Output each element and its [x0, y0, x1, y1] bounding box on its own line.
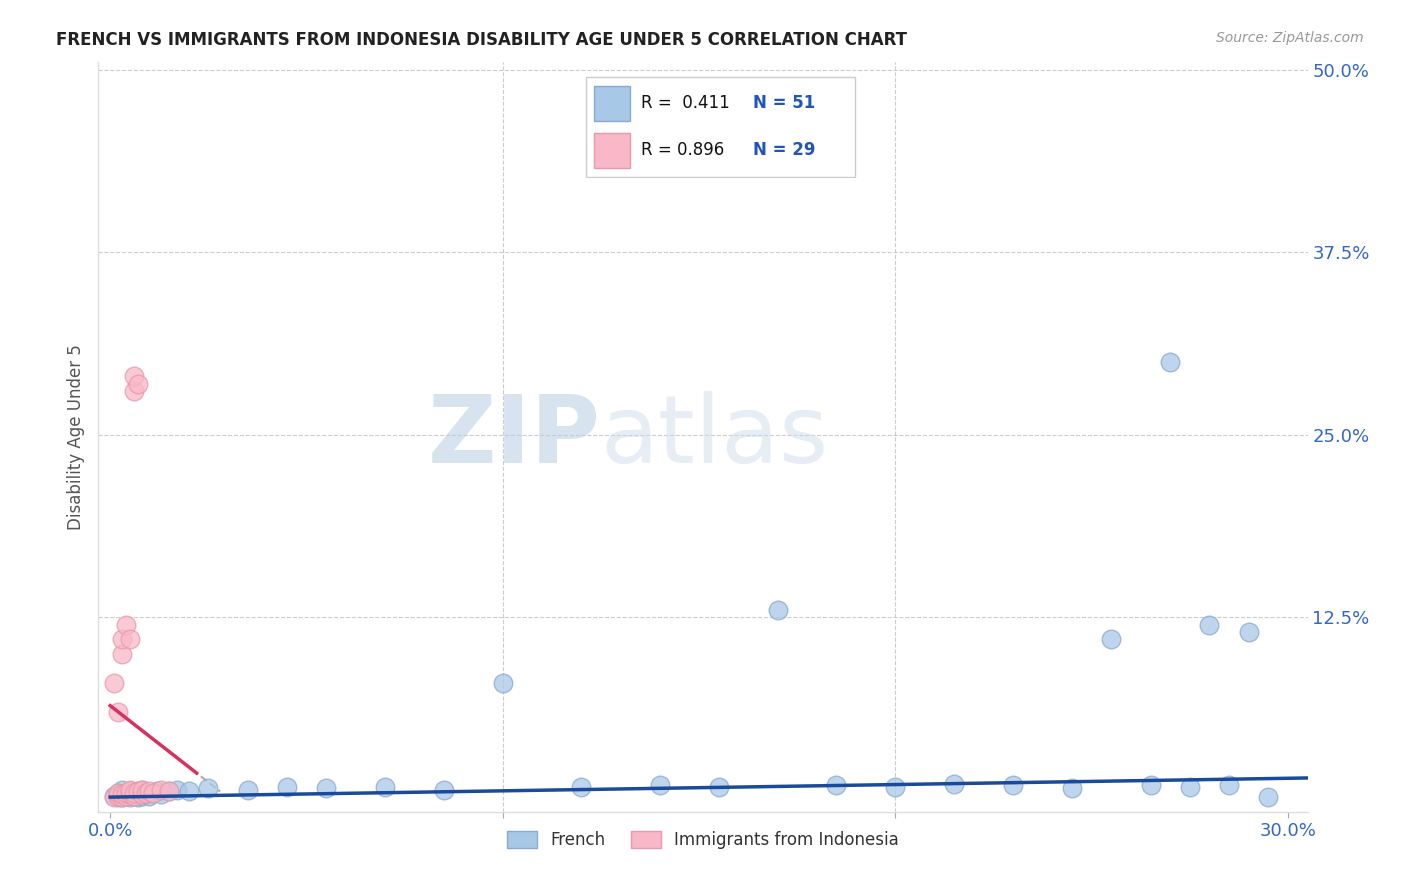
Point: [127, 784, 149, 798]
Point: [131, 782, 153, 797]
Y-axis label: Disability Age Under 5: Disability Age Under 5: [66, 344, 84, 530]
Point: [107, 790, 129, 805]
Point: [1257, 790, 1279, 805]
Point: [569, 780, 592, 794]
Point: [122, 786, 145, 800]
Point: [107, 706, 129, 720]
Point: [131, 789, 153, 803]
Point: [127, 790, 149, 805]
Point: [138, 784, 160, 798]
Point: [118, 782, 141, 797]
Text: R =  0.411: R = 0.411: [641, 94, 730, 112]
Point: [236, 782, 259, 797]
Point: [122, 384, 145, 398]
Point: [118, 790, 141, 805]
Point: [131, 782, 153, 797]
Point: [135, 786, 157, 800]
Bar: [595, 87, 630, 121]
Point: [107, 789, 129, 803]
Point: [111, 647, 134, 661]
Bar: [595, 133, 630, 168]
Point: [1099, 632, 1122, 647]
FancyBboxPatch shape: [586, 77, 855, 178]
Point: [157, 784, 180, 798]
Point: [492, 676, 515, 690]
Point: [103, 790, 125, 805]
Point: [118, 787, 141, 801]
Point: [142, 786, 165, 800]
Legend: French, Immigrants from Indonesia: French, Immigrants from Indonesia: [501, 824, 905, 855]
Point: [118, 784, 141, 798]
Point: [115, 789, 138, 803]
Point: [135, 786, 157, 800]
Point: [103, 789, 125, 803]
Point: [111, 790, 134, 805]
Point: [766, 603, 789, 617]
Point: [107, 786, 129, 800]
Text: R = 0.896: R = 0.896: [641, 141, 724, 159]
Point: [825, 779, 848, 793]
Point: [135, 787, 157, 801]
Text: atlas: atlas: [600, 391, 828, 483]
Text: ZIP: ZIP: [427, 391, 600, 483]
Point: [111, 632, 134, 647]
Point: [1237, 625, 1260, 640]
Point: [1218, 779, 1240, 793]
Point: [197, 781, 219, 796]
Point: [118, 784, 141, 798]
Point: [157, 784, 180, 798]
Point: [107, 786, 129, 800]
Point: [1139, 779, 1161, 793]
Point: [276, 780, 298, 794]
Point: [166, 782, 188, 797]
Point: [111, 782, 134, 797]
Point: [127, 784, 149, 798]
Point: [115, 786, 138, 800]
Point: [1198, 617, 1220, 632]
Text: N = 29: N = 29: [754, 141, 815, 159]
Point: [1060, 781, 1083, 796]
Point: [131, 787, 153, 801]
Point: [433, 782, 456, 797]
Point: [103, 676, 125, 690]
Point: [118, 632, 141, 647]
Point: [150, 782, 173, 797]
Point: [118, 787, 141, 801]
Point: [943, 777, 966, 791]
Text: Source: ZipAtlas.com: Source: ZipAtlas.com: [1216, 31, 1364, 45]
Point: [122, 786, 145, 800]
Point: [150, 787, 173, 801]
Point: [884, 780, 907, 794]
Point: [1002, 779, 1025, 793]
Point: [111, 787, 134, 801]
Point: [374, 780, 396, 794]
Point: [115, 789, 138, 803]
Point: [138, 789, 160, 803]
Point: [146, 784, 169, 798]
Point: [127, 376, 149, 391]
Point: [122, 369, 145, 384]
Text: FRENCH VS IMMIGRANTS FROM INDONESIA DISABILITY AGE UNDER 5 CORRELATION CHART: FRENCH VS IMMIGRANTS FROM INDONESIA DISA…: [56, 31, 907, 49]
Point: [111, 787, 134, 801]
Point: [122, 789, 145, 803]
Point: [115, 786, 138, 800]
Point: [177, 784, 200, 798]
Point: [1159, 355, 1181, 369]
Point: [648, 779, 671, 793]
Point: [707, 780, 730, 794]
Point: [122, 789, 145, 803]
Point: [315, 781, 337, 796]
Point: [142, 786, 165, 800]
Point: [1178, 780, 1201, 794]
Point: [115, 617, 138, 632]
Point: [111, 790, 134, 805]
Text: N = 51: N = 51: [754, 94, 815, 112]
Point: [127, 787, 149, 801]
